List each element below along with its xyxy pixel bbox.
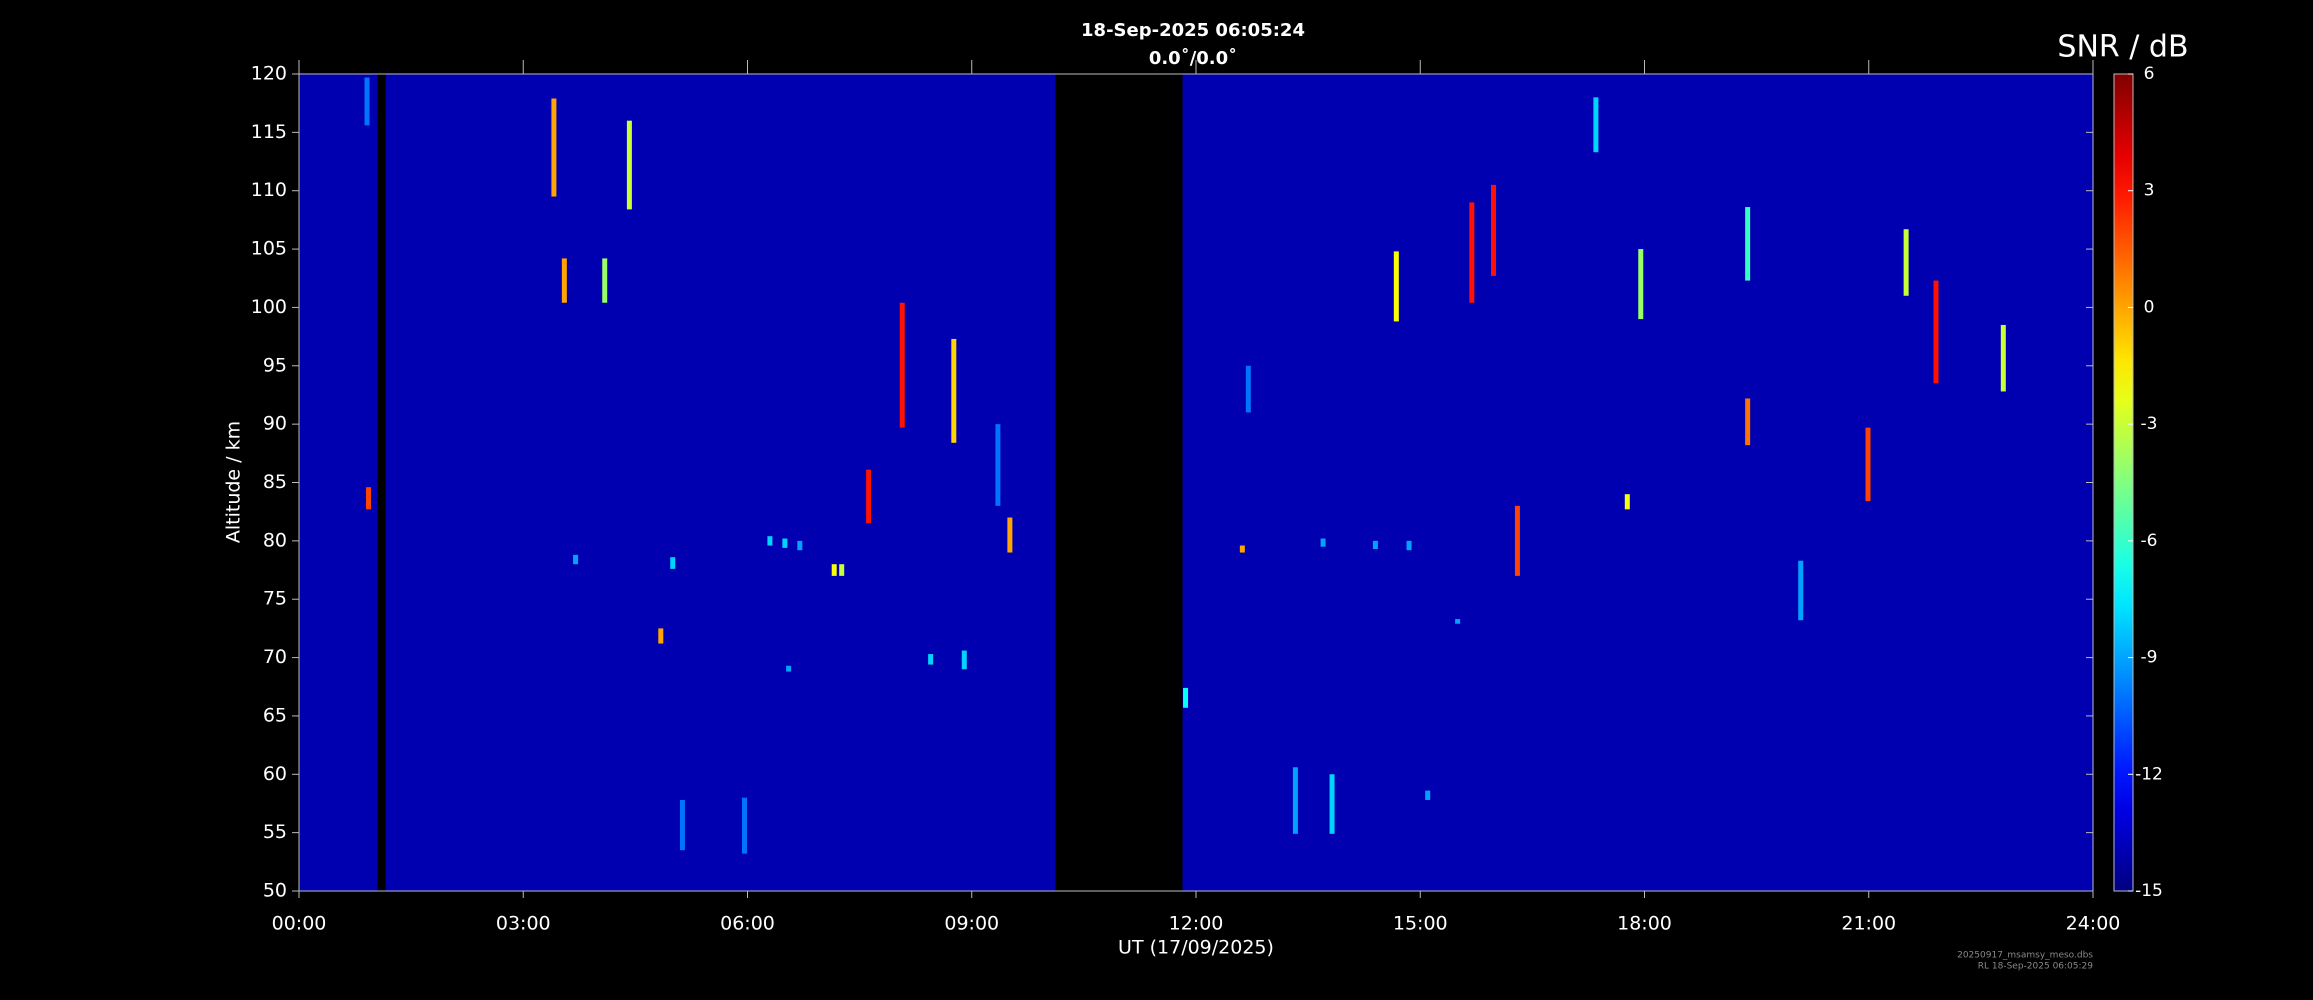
echo [1320, 538, 1326, 547]
echo [767, 536, 773, 546]
echo [1393, 251, 1399, 322]
echo [1865, 427, 1871, 502]
y-tick-label: 90 [263, 413, 287, 435]
y-tick-label: 120 [251, 63, 287, 85]
colorbar [2113, 73, 2134, 892]
echo [1239, 545, 1245, 553]
echo [831, 564, 837, 576]
echo [951, 338, 957, 443]
echo [602, 258, 608, 303]
y-tick-label: 70 [263, 646, 287, 668]
echo [839, 564, 845, 576]
echo [1745, 398, 1751, 446]
colorbar-tick-label: 6 [2144, 64, 2155, 84]
echo [670, 557, 676, 569]
echo [797, 540, 803, 551]
y-tick-label: 85 [263, 471, 287, 493]
x-tick-label: 12:00 [1169, 913, 1224, 935]
y-tick-label: 100 [251, 296, 287, 318]
echo [1593, 97, 1599, 153]
colorbar-label: SNR / dB [2057, 30, 2188, 65]
footer: RL 18-Sep-2025 06:05:29 [1978, 962, 2093, 972]
x-tick-label: 03:00 [496, 913, 551, 935]
y-tick-label: 105 [251, 238, 287, 260]
echo [1183, 687, 1189, 708]
echo [573, 554, 579, 565]
echo [961, 650, 967, 670]
echo [928, 654, 934, 665]
echo [1406, 540, 1412, 551]
data-gap [377, 74, 386, 891]
echo [1491, 184, 1497, 276]
echo [786, 665, 792, 672]
echo [866, 469, 872, 524]
y-tick-label: 55 [263, 821, 287, 843]
heatmap-background [299, 74, 2093, 891]
echo [1745, 207, 1751, 281]
colorbar-tick-label: -9 [2141, 648, 2158, 668]
echo [1007, 517, 1013, 553]
y-tick-label: 110 [251, 179, 287, 201]
x-tick-label: 24:00 [2066, 913, 2121, 935]
x-tick-label: 21:00 [1841, 913, 1896, 935]
chart-title: 18-Sep-2025 06:05:24 [1081, 20, 1305, 41]
echo [364, 77, 370, 126]
echo [1903, 229, 1909, 296]
echo [742, 797, 748, 854]
y-tick-label: 65 [263, 704, 287, 726]
echo [1514, 505, 1520, 576]
y-tick-label: 60 [263, 763, 287, 785]
echo [1292, 767, 1298, 834]
data-gap [1055, 74, 1183, 891]
echo [1245, 365, 1251, 413]
echo [2000, 324, 2006, 392]
colorbar-tick-label: -6 [2141, 531, 2158, 551]
echo [679, 799, 685, 851]
chart-subtitle: 0.0˚/0.0˚ [1149, 47, 1237, 69]
y-axis-label: Altitude / km [223, 421, 245, 543]
y-tick-label: 50 [263, 880, 287, 902]
echo [1372, 540, 1378, 550]
y-tick-label: 80 [263, 529, 287, 551]
colorbar-tick-label: -12 [2135, 764, 2163, 784]
colorbar-tick-label: 0 [2144, 297, 2155, 317]
y-tick-label: 95 [263, 354, 287, 376]
echo [995, 424, 1001, 506]
x-tick-label: 15:00 [1393, 913, 1448, 935]
footer: 20250917_msamsy_meso.dbs [1957, 951, 2093, 961]
echo [1329, 774, 1335, 834]
x-tick-label: 06:00 [720, 913, 775, 935]
y-tick-label: 75 [263, 588, 287, 610]
echo [1469, 202, 1475, 303]
echo [561, 258, 567, 303]
echo [1455, 619, 1461, 624]
colorbar-tick-label: 3 [2144, 181, 2155, 201]
echo [658, 628, 664, 644]
echo [1638, 249, 1644, 320]
echo [366, 487, 372, 510]
x-axis-label: UT (17/09/2025) [1118, 937, 1274, 959]
echo [899, 302, 905, 428]
echo [1933, 280, 1939, 384]
x-tick-label: 18:00 [1617, 913, 1672, 935]
colorbar-tick-label: -15 [2135, 881, 2163, 901]
echo [551, 98, 557, 197]
x-tick-label: 09:00 [944, 913, 999, 935]
x-tick-label: 00:00 [272, 913, 327, 935]
echo [1798, 560, 1804, 621]
echo [626, 120, 632, 210]
y-tick-label: 115 [251, 121, 287, 143]
colorbar-tick-label: -3 [2141, 414, 2158, 434]
echo [1624, 494, 1630, 510]
echo [782, 538, 788, 548]
echo [1425, 790, 1431, 800]
